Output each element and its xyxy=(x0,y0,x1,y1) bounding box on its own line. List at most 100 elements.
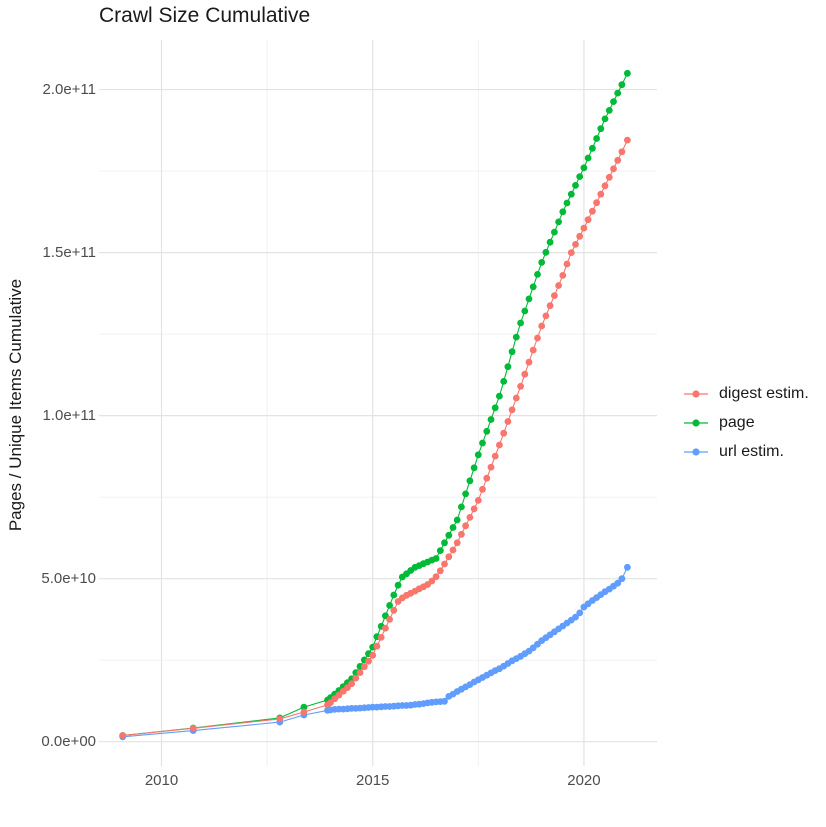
data-point xyxy=(462,522,469,530)
data-point xyxy=(567,190,575,198)
data-point xyxy=(483,427,491,435)
data-point xyxy=(483,474,491,482)
data-point xyxy=(432,555,440,562)
data-point xyxy=(436,547,444,554)
data-point xyxy=(593,135,600,142)
data-point xyxy=(614,156,622,164)
x-tick-label: 2010 xyxy=(144,772,179,789)
data-point xyxy=(546,302,554,310)
data-point xyxy=(496,392,503,400)
data-point xyxy=(474,451,482,459)
data-point xyxy=(559,208,567,216)
data-point xyxy=(466,514,474,521)
data-point xyxy=(449,546,457,554)
data-point xyxy=(618,575,626,583)
data-point xyxy=(517,382,524,390)
data-point xyxy=(300,703,308,711)
data-point xyxy=(610,165,617,173)
data-point xyxy=(335,691,343,699)
data-point xyxy=(432,573,440,581)
data-point xyxy=(584,154,592,162)
data-point xyxy=(474,497,482,504)
data-point xyxy=(496,441,503,449)
data-point xyxy=(534,334,541,342)
data-point xyxy=(276,715,284,723)
y-tick-label: 5.0e+10 xyxy=(41,569,96,587)
data-point xyxy=(559,272,567,279)
data-point xyxy=(441,560,448,568)
data-point xyxy=(390,606,398,614)
data-point xyxy=(458,530,465,538)
data-point xyxy=(551,292,558,299)
legend-key-icon xyxy=(684,447,708,456)
data-point xyxy=(369,651,377,659)
series-page xyxy=(119,69,631,739)
data-point xyxy=(394,581,402,589)
data-point xyxy=(529,346,537,354)
legend-key-icon xyxy=(684,389,708,398)
data-point xyxy=(624,136,631,144)
data-point xyxy=(521,307,529,315)
data-point xyxy=(572,613,579,621)
data-point xyxy=(589,144,596,152)
data-point xyxy=(529,283,537,291)
data-point xyxy=(386,602,393,609)
data-point xyxy=(563,260,571,268)
data-point xyxy=(624,69,631,77)
data-point xyxy=(365,657,372,665)
data-point xyxy=(567,249,575,256)
data-point xyxy=(614,89,622,97)
data-point xyxy=(479,485,486,493)
data-point xyxy=(458,503,465,511)
data-point xyxy=(449,524,457,531)
data-point xyxy=(441,697,448,705)
data-point xyxy=(563,199,571,207)
data-point xyxy=(508,348,516,356)
data-point xyxy=(436,567,444,575)
data-point xyxy=(441,539,448,547)
data-point xyxy=(576,609,584,617)
data-point xyxy=(580,164,588,172)
legend-label: digest estim. xyxy=(719,384,809,402)
y-tick-label: 1.0e+11 xyxy=(42,406,96,424)
data-point xyxy=(466,477,474,485)
series-url-estim- xyxy=(119,563,631,741)
data-point xyxy=(555,218,562,226)
data-point xyxy=(445,531,453,539)
data-point xyxy=(618,148,626,156)
legend: digest estim. page url estim. xyxy=(683,379,809,466)
data-point xyxy=(542,312,550,320)
data-point xyxy=(572,182,579,189)
data-point xyxy=(189,724,197,732)
data-point xyxy=(352,674,360,682)
data-point xyxy=(525,358,533,366)
data-point xyxy=(572,241,579,248)
y-tick-label: 2.0e+11 xyxy=(42,80,96,98)
legend-item-digest-estim: digest estim. xyxy=(683,379,809,408)
data-point xyxy=(479,439,486,447)
x-tick-label: 2020 xyxy=(567,772,601,789)
data-point xyxy=(618,81,626,89)
data-point xyxy=(508,406,516,414)
data-point xyxy=(517,319,524,327)
data-point xyxy=(462,490,469,498)
data-point xyxy=(542,248,550,256)
data-point xyxy=(500,429,508,437)
data-point xyxy=(597,125,605,133)
data-point xyxy=(119,732,127,739)
data-point xyxy=(470,464,478,472)
data-point xyxy=(428,577,436,585)
data-point xyxy=(453,539,461,547)
chart-title: Crawl Size Cumulative xyxy=(99,4,311,27)
data-point xyxy=(597,190,605,198)
data-point xyxy=(601,182,609,190)
data-point xyxy=(348,680,355,688)
data-point xyxy=(601,115,609,123)
data-point xyxy=(605,107,613,114)
data-point xyxy=(551,228,558,236)
data-point xyxy=(360,663,368,671)
data-point xyxy=(504,363,512,371)
data-point xyxy=(614,579,622,587)
data-point xyxy=(377,634,385,641)
